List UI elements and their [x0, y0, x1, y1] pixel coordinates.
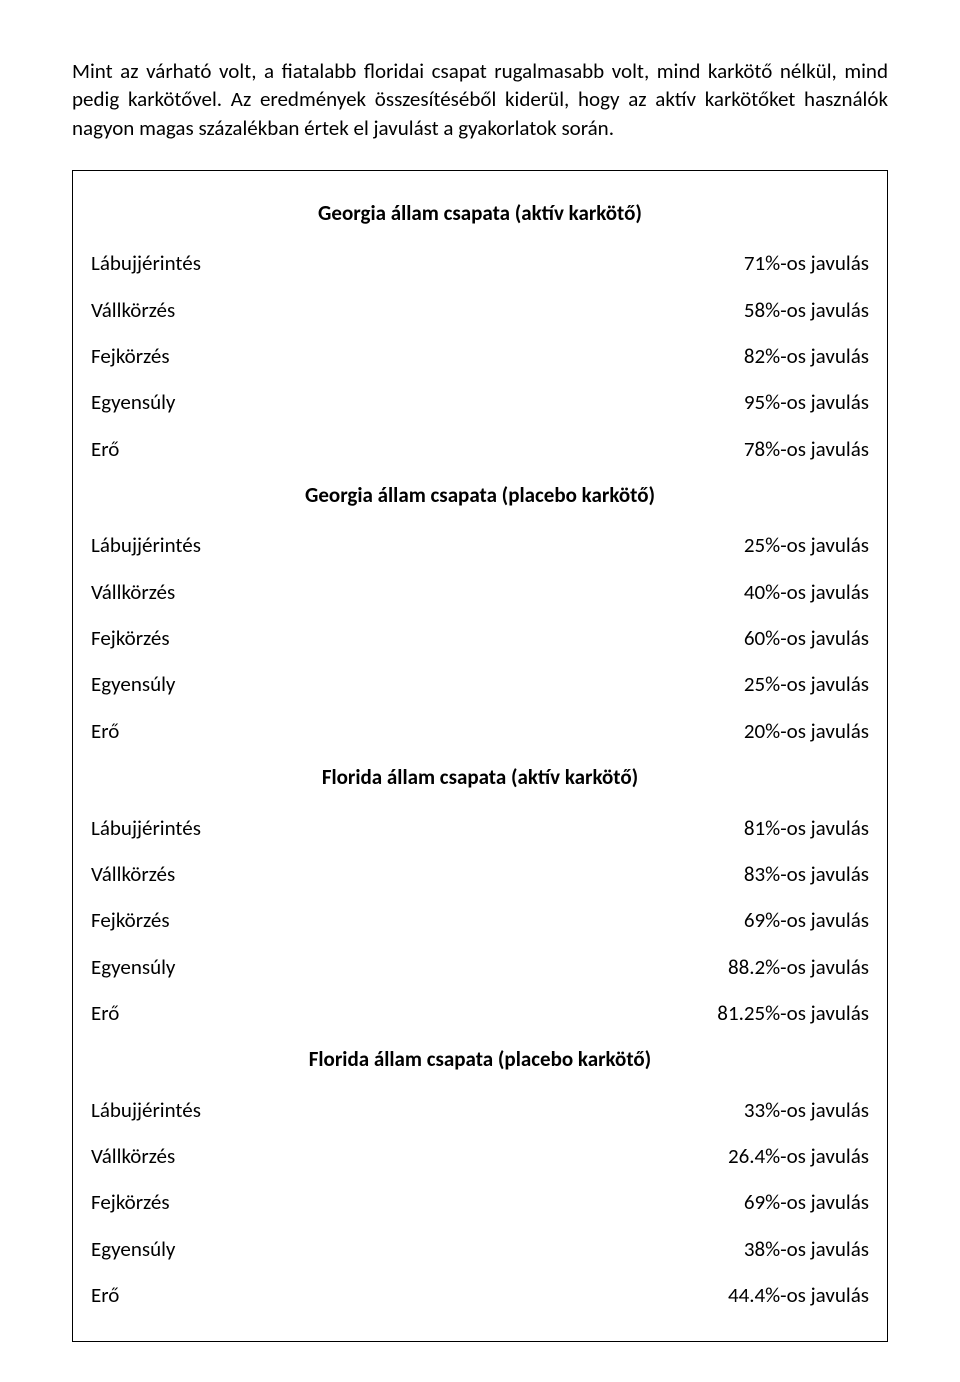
table-row: Lábujjérintés 71%-os javulás — [91, 249, 869, 277]
row-label: Fejkörzés — [91, 906, 170, 934]
row-label: Erő — [91, 435, 119, 463]
row-label: Egyensúly — [91, 1235, 175, 1263]
row-value: 78%-os javulás — [744, 435, 869, 463]
table-row: Fejkörzés 82%-os javulás — [91, 342, 869, 370]
row-value: 71%-os javulás — [744, 249, 869, 277]
section-title-1: Georgia állam csapata (aktív karkötő) — [91, 199, 869, 227]
row-value: 40%-os javulás — [744, 578, 869, 606]
row-value: 81.25%-os javulás — [717, 999, 869, 1027]
table-row: Vállkörzés 83%-os javulás — [91, 860, 869, 888]
table-row: Vállkörzés 58%-os javulás — [91, 296, 869, 324]
row-value: 95%-os javulás — [744, 388, 869, 416]
row-label: Erő — [91, 999, 119, 1027]
row-value: 82%-os javulás — [744, 342, 869, 370]
table-row: Erő 81.25%-os javulás — [91, 999, 869, 1027]
table-row: Vállkörzés 40%-os javulás — [91, 578, 869, 606]
row-label: Egyensúly — [91, 670, 175, 698]
row-value: 33%-os javulás — [744, 1096, 869, 1124]
results-table: Georgia állam csapata (aktív karkötő) Lá… — [72, 170, 888, 1342]
row-value: 81%-os javulás — [744, 814, 869, 842]
row-value: 88.2%-os javulás — [728, 953, 869, 981]
table-row: Lábujjérintés 25%-os javulás — [91, 531, 869, 559]
table-row: Fejkörzés 69%-os javulás — [91, 906, 869, 934]
table-row: Erő 78%-os javulás — [91, 435, 869, 463]
table-row: Lábujjérintés 33%-os javulás — [91, 1096, 869, 1124]
row-value: 25%-os javulás — [744, 531, 869, 559]
table-row: Egyensúly 95%-os javulás — [91, 388, 869, 416]
row-label: Vállkörzés — [91, 1142, 175, 1170]
table-row: Egyensúly 38%-os javulás — [91, 1235, 869, 1263]
row-label: Egyensúly — [91, 388, 175, 416]
row-value: 38%-os javulás — [744, 1235, 869, 1263]
row-label: Lábujjérintés — [91, 814, 201, 842]
table-row: Egyensúly 88.2%-os javulás — [91, 953, 869, 981]
row-value: 58%-os javulás — [744, 296, 869, 324]
table-row: Erő 20%-os javulás — [91, 717, 869, 745]
intro-paragraph: Mint az várható volt, a fiatalabb florid… — [72, 57, 888, 142]
table-row: Lábujjérintés 81%-os javulás — [91, 814, 869, 842]
row-label: Egyensúly — [91, 953, 175, 981]
row-label: Vállkörzés — [91, 860, 175, 888]
row-label: Fejkörzés — [91, 624, 170, 652]
row-label: Erő — [91, 1281, 119, 1309]
row-value: 26.4%-os javulás — [728, 1142, 869, 1170]
row-label: Fejkörzés — [91, 342, 170, 370]
row-value: 69%-os javulás — [744, 1188, 869, 1216]
page: Mint az várható volt, a fiatalabb florid… — [0, 0, 960, 1382]
row-value: 20%-os javulás — [744, 717, 869, 745]
row-label: Fejkörzés — [91, 1188, 170, 1216]
table-row: Fejkörzés 69%-os javulás — [91, 1188, 869, 1216]
table-row: Fejkörzés 60%-os javulás — [91, 624, 869, 652]
row-value: 83%-os javulás — [744, 860, 869, 888]
row-value: 69%-os javulás — [744, 906, 869, 934]
row-label: Vállkörzés — [91, 578, 175, 606]
row-value: 25%-os javulás — [744, 670, 869, 698]
table-row: Erő 44.4%-os javulás — [91, 1281, 869, 1309]
row-label: Vállkörzés — [91, 296, 175, 324]
table-row: Egyensúly 25%-os javulás — [91, 670, 869, 698]
section-title-2: Georgia állam csapata (placebo karkötő) — [91, 481, 869, 509]
row-label: Lábujjérintés — [91, 531, 201, 559]
row-value: 44.4%-os javulás — [728, 1281, 869, 1309]
section-title-3: Florida állam csapata (aktív karkötő) — [91, 763, 869, 791]
section-title-4: Florida állam csapata (placebo karkötő) — [91, 1045, 869, 1073]
row-label: Lábujjérintés — [91, 249, 201, 277]
row-label: Erő — [91, 717, 119, 745]
row-label: Lábujjérintés — [91, 1096, 201, 1124]
table-row: Vállkörzés 26.4%-os javulás — [91, 1142, 869, 1170]
row-value: 60%-os javulás — [744, 624, 869, 652]
